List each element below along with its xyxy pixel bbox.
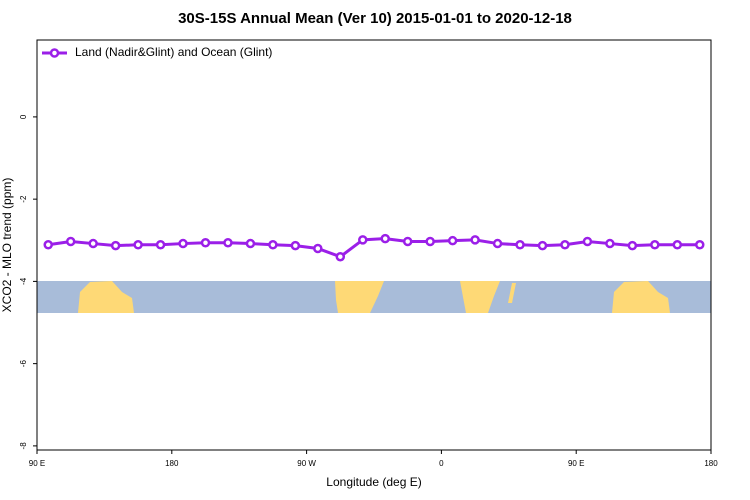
data-point: [43, 240, 53, 250]
data-point: [178, 238, 188, 249]
data-point: [515, 240, 525, 250]
x-tick-label: 180: [704, 459, 718, 468]
data-point: [110, 240, 121, 251]
plot-frame: [36, 39, 712, 451]
data-point: [268, 240, 278, 250]
x-tick-label: 90 E: [568, 459, 584, 468]
y-tick-label: 0: [19, 114, 28, 119]
data-point: [672, 240, 683, 250]
series-line: [48, 237, 700, 259]
chart-title: 30S-15S Annual Mean (Ver 10) 2015-01-01 …: [178, 10, 572, 27]
data-point: [425, 236, 435, 247]
y-axis-label: XCO2 - MLO trend (ppm): [0, 178, 14, 313]
data-point: [313, 243, 323, 254]
data-point: [155, 240, 166, 250]
x-axis-label: Longitude (deg E): [326, 475, 421, 489]
y-tick-label: -8: [19, 442, 28, 450]
y-tick-label: -6: [19, 360, 28, 368]
x-tick-label: 90 E: [29, 459, 45, 468]
data-point: [695, 240, 705, 250]
x-tick-label: 90 W: [297, 459, 316, 468]
legend-marker: [49, 48, 60, 58]
data-point: [560, 240, 570, 250]
data-point: [200, 237, 211, 248]
data-point: [245, 238, 256, 249]
data-point: [650, 240, 660, 250]
data-point: [223, 237, 233, 248]
data-point: [290, 240, 301, 251]
data-point: [582, 236, 593, 247]
y-tick-label: -4: [19, 277, 28, 285]
data-point: [65, 236, 76, 247]
data-point: [605, 238, 615, 249]
data-point: [133, 240, 143, 250]
data-point: [447, 235, 458, 246]
data-point: [627, 240, 638, 251]
data-point: [402, 236, 413, 247]
data-point: [470, 235, 480, 245]
data-point: [358, 235, 368, 245]
data-point: [335, 251, 346, 262]
data-point: [380, 233, 390, 244]
legend-label: Land (Nadir&Glint) and Ocean (Glint): [75, 45, 272, 59]
map-background: [37, 281, 711, 313]
data-point: [492, 238, 503, 249]
data-point: [88, 238, 98, 249]
x-tick-label: 180: [165, 459, 179, 468]
data-point: [537, 240, 548, 251]
x-tick-label: 0: [439, 459, 444, 468]
y-tick-label: -2: [19, 195, 28, 203]
